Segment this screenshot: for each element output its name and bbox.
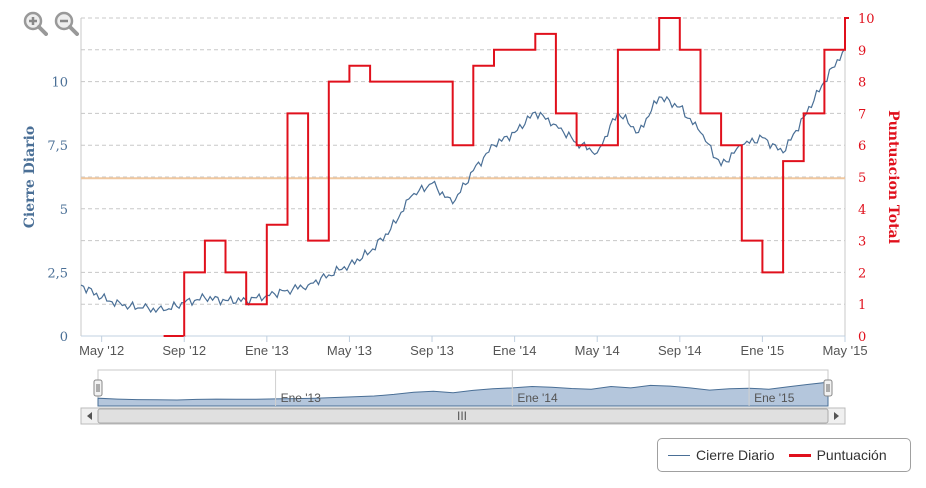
- navigator-handle-left[interactable]: [93, 379, 103, 397]
- y-left-tick-label: 2,5: [47, 266, 68, 281]
- x-tick-label: May '14: [575, 343, 620, 358]
- y-right-tick-label: 9: [858, 44, 866, 59]
- legend-item-puntuacion[interactable]: Puntuación: [788, 447, 887, 463]
- y-left-axis-title: Cierre Diario: [22, 126, 38, 228]
- y-right-tick-label: 4: [858, 203, 866, 218]
- legend: Cierre Diario Puntuación: [657, 438, 911, 472]
- y-right-tick-label: 5: [858, 171, 866, 186]
- y-left-tick-label: 5: [60, 203, 68, 218]
- navigator-tick-label: Ene '14: [517, 391, 558, 405]
- x-tick-label: Ene '13: [245, 343, 289, 358]
- axes-group: May '12 Sep '12 Ene '13 May '13 Sep '13 Ene '…: [22, 12, 901, 358]
- zoom-in-icon: [23, 11, 48, 36]
- x-tick-label: Ene '14: [493, 343, 537, 358]
- zoom-in-button[interactable]: [22, 10, 48, 36]
- y-right-tick-label: 10: [858, 12, 875, 27]
- series-group: [80, 17, 849, 337]
- navigator-area: [97, 381, 829, 407]
- x-tick-label: Ene '15: [741, 343, 785, 358]
- x-tick-label: May '13: [327, 343, 372, 358]
- y-left-tick-label: 7,5: [47, 139, 68, 154]
- scroll-right-arrow[interactable]: [834, 412, 839, 420]
- navigator-tick-label: Ene '15: [754, 391, 795, 405]
- x-tick-label: Sep '13: [410, 343, 454, 358]
- y-right-axis-title: Puntuacion Total: [885, 110, 901, 244]
- scroll-left-arrow[interactable]: [87, 412, 92, 420]
- series-line-puntuacion: [163, 17, 849, 337]
- zoom-out-icon: [54, 11, 79, 36]
- legend-label-puntuacion: Puntuación: [816, 447, 887, 463]
- legend-swatch-puntuacion: [788, 453, 811, 457]
- x-tick-label: Sep '12: [162, 343, 206, 358]
- y-right-tick-label: 6: [858, 139, 866, 154]
- x-tick-label: Sep '14: [658, 343, 702, 358]
- scrollbar-grip: III: [457, 409, 467, 423]
- legend-swatch-cierre: [668, 454, 690, 456]
- navigator[interactable]: Ene '13 Ene '14 Ene '15 III: [80, 369, 846, 425]
- grid-lines: [80, 17, 846, 337]
- y-right-tick-label: 3: [858, 235, 866, 250]
- navigator-handle-right[interactable]: [823, 379, 833, 397]
- y-right-tick-label: 2: [858, 266, 866, 281]
- y-left-tick-label: 0: [60, 330, 68, 345]
- x-tick-label: May '12: [79, 343, 124, 358]
- y-left-tick-label: 10: [51, 76, 68, 91]
- y-right-tick-label: 1: [858, 298, 866, 313]
- y-right-tick-label: 8: [858, 76, 866, 91]
- legend-label-cierre: Cierre Diario: [696, 447, 775, 463]
- scrollbar-thumb[interactable]: [97, 408, 829, 424]
- y-right-tick-label: 0: [858, 330, 866, 345]
- navigator-tick-label: Ene '13: [281, 391, 322, 405]
- legend-item-cierre-diario[interactable]: Cierre Diario: [668, 447, 775, 463]
- series-line-cierre-diario: [80, 48, 846, 314]
- y-right-tick-label: 7: [858, 107, 866, 122]
- zoom-out-button[interactable]: [53, 10, 79, 36]
- x-tick-label: May '15: [822, 343, 867, 358]
